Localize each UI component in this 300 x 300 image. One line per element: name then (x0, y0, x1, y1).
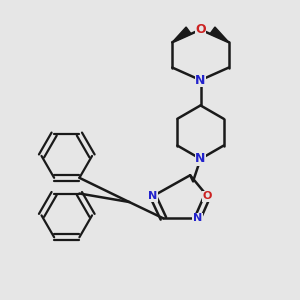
Text: N: N (193, 213, 202, 224)
Text: N: N (195, 74, 206, 87)
Polygon shape (172, 27, 191, 42)
Polygon shape (210, 27, 229, 42)
Text: O: O (203, 191, 212, 201)
Text: N: N (195, 152, 206, 165)
Text: N: N (148, 191, 158, 201)
Text: O: O (195, 23, 206, 36)
